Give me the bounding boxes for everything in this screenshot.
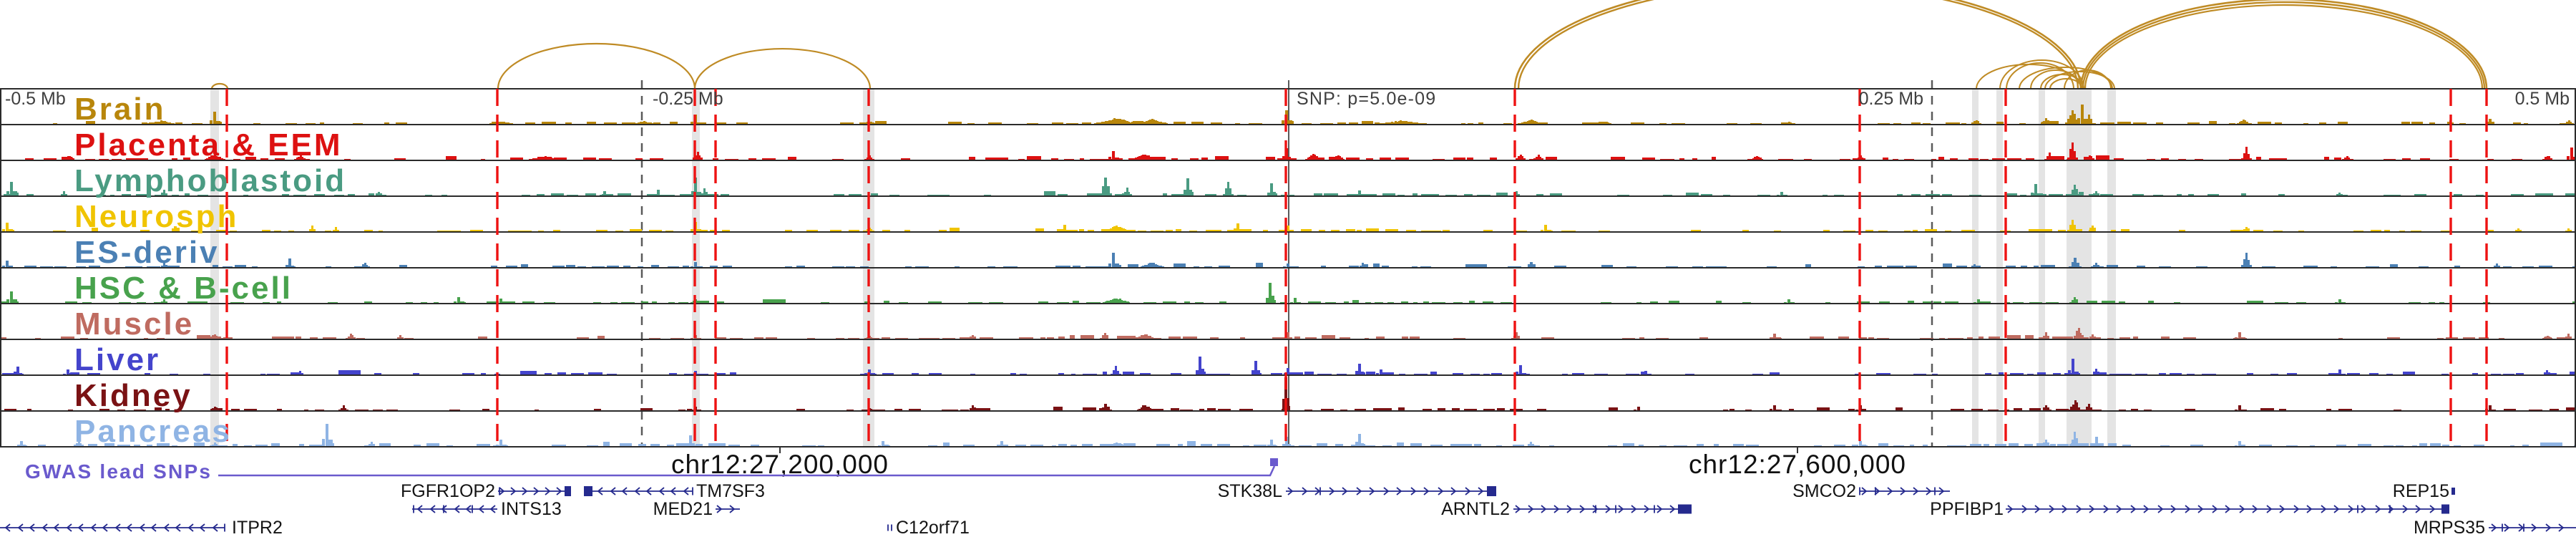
svg-text:chr12:27,200,000: chr12:27,200,000 [671,450,889,479]
svg-text:INTS13: INTS13 [501,499,562,519]
svg-text:Pancreas: Pancreas [74,414,232,449]
svg-text:FGFR1OP2: FGFR1OP2 [401,481,495,501]
svg-text:MED21: MED21 [653,499,713,519]
svg-text:Muscle: Muscle [74,306,194,342]
svg-text:TM7SF3: TM7SF3 [696,481,765,501]
svg-text:ITPR2: ITPR2 [232,518,283,537]
svg-text:PPFIBP1: PPFIBP1 [1930,499,2004,519]
svg-text:SMCO2: SMCO2 [1792,481,1856,501]
svg-text:Liver: Liver [74,342,160,377]
svg-text:MRPS35: MRPS35 [2414,518,2485,537]
svg-text:Neurosph: Neurosph [74,199,238,234]
svg-text:HSC & B-cell: HSC & B-cell [74,271,293,306]
svg-text:REP15: REP15 [2393,481,2449,501]
svg-text:Brain: Brain [74,92,165,127]
svg-text:STK38L: STK38L [1218,481,1282,501]
svg-text:Kidney: Kidney [74,378,192,413]
svg-text:0.5 Mb: 0.5 Mb [2515,89,2570,109]
svg-text:chr12:27,600,000: chr12:27,600,000 [1689,450,1906,479]
svg-text:Placenta & EEM: Placenta & EEM [74,127,343,163]
svg-text:SNP: p=5.0e-09: SNP: p=5.0e-09 [1297,89,1436,109]
svg-text:0.25 Mb: 0.25 Mb [1859,89,1923,109]
svg-text:-0.5 Mb: -0.5 Mb [5,89,66,109]
svg-text:-0.25 Mb: -0.25 Mb [653,89,723,109]
svg-text:C12orf71: C12orf71 [896,518,970,537]
svg-text:Lymphoblastoid: Lymphoblastoid [74,163,346,198]
svg-text:ES-deriv: ES-deriv [74,235,220,270]
svg-text:GWAS lead SNPs: GWAS lead SNPs [25,460,212,483]
svg-text:ARNTL2: ARNTL2 [1441,499,1510,519]
